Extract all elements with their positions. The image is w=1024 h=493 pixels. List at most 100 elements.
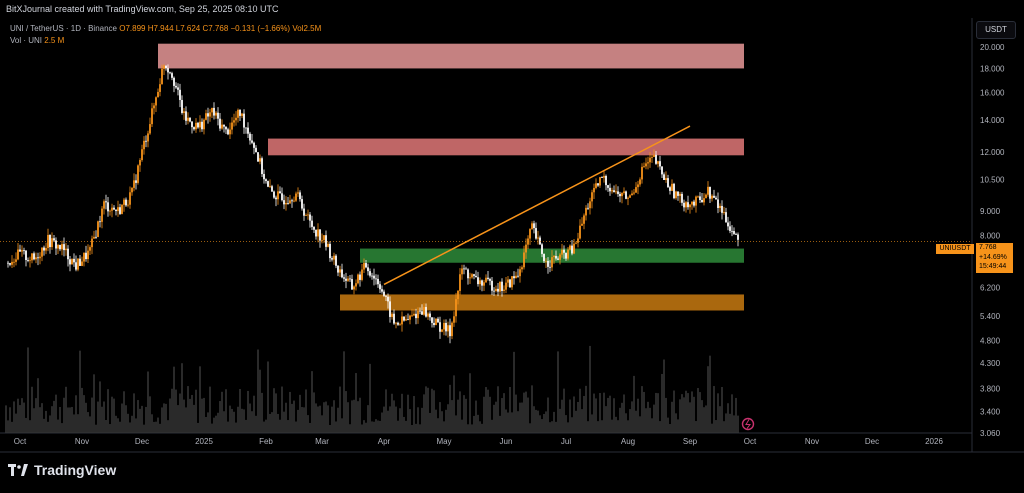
- volume-label[interactable]: Vol · UNI: [10, 36, 43, 45]
- candle-body: [157, 91, 159, 98]
- candle-body: [503, 289, 505, 291]
- candle-body: [713, 195, 715, 198]
- candle-body: [487, 277, 489, 279]
- resistance-zone-middle[interactable]: [268, 138, 744, 156]
- candle-body: [177, 87, 179, 90]
- symbol-name[interactable]: UNI / TetherUS · 1D · Binance: [10, 24, 118, 33]
- brand-name[interactable]: TradingView: [34, 462, 117, 478]
- candle-body: [377, 278, 379, 285]
- volume-bar: [71, 406, 73, 433]
- candle-body: [383, 291, 385, 296]
- candle-body: [99, 221, 101, 223]
- candle-body: [63, 244, 65, 251]
- volume-bar: [677, 419, 679, 433]
- volume-bar: [365, 422, 367, 433]
- candle-body: [683, 202, 685, 208]
- volume-bar: [625, 413, 627, 433]
- candle-body: [113, 207, 115, 210]
- candle-body: [517, 275, 519, 277]
- candle-body: [311, 220, 313, 227]
- candle-body: [367, 267, 369, 272]
- volume-bar: [463, 395, 465, 433]
- volume-bar: [301, 407, 303, 433]
- legend-close: C7.768: [202, 24, 229, 33]
- candle-body: [223, 124, 225, 127]
- volume-bar: [45, 410, 47, 433]
- candle-body: [11, 261, 13, 265]
- volume-bar: [525, 391, 527, 433]
- candle-body: [295, 193, 297, 201]
- last-price-label: UNIUSDT 7.768 +14.69% 15:49:44: [936, 243, 1016, 273]
- volume-bar: [167, 420, 169, 433]
- candle-body: [559, 254, 561, 260]
- candle-body: [447, 325, 449, 332]
- volume-bar: [93, 374, 95, 433]
- candle-body: [697, 196, 699, 198]
- volume-bar: [213, 417, 215, 433]
- candle-body: [55, 240, 57, 249]
- candle-body: [155, 97, 157, 106]
- volume-bar: [507, 412, 509, 433]
- currency-badge[interactable]: USDT: [976, 21, 1016, 39]
- legend-volume-inline: Vol2.5M: [292, 24, 322, 33]
- volume-bar: [177, 405, 179, 433]
- candle-body: [659, 161, 661, 167]
- volume-bar: [651, 418, 653, 433]
- volume-bar: [9, 407, 11, 433]
- candle-body: [363, 263, 365, 270]
- volume-bar: [513, 351, 515, 433]
- volume-bar: [49, 415, 51, 433]
- volume-bar: [427, 387, 429, 433]
- volume-bar: [113, 398, 115, 433]
- volume-bar: [435, 409, 437, 433]
- volume-bar: [555, 421, 557, 433]
- volume-bar: [615, 416, 617, 433]
- candle-body: [491, 280, 493, 291]
- candle-body: [673, 183, 675, 199]
- volume-bar: [5, 405, 7, 433]
- volume-bar: [279, 419, 281, 433]
- candle-body: [193, 127, 195, 130]
- volume-bar: [737, 415, 739, 433]
- candle-body: [327, 243, 329, 247]
- candle-body: [319, 229, 321, 241]
- candle-body: [727, 222, 729, 227]
- volume-bar: [277, 413, 279, 433]
- volume-bar: [563, 388, 565, 433]
- volume-bar: [707, 366, 709, 433]
- event-marker-icon[interactable]: [741, 417, 755, 431]
- volume-bar: [659, 421, 661, 433]
- resistance-zone-upper[interactable]: [158, 43, 744, 69]
- volume-bar: [585, 385, 587, 433]
- attribution-text: BitXJournal created with TradingView.com…: [6, 4, 279, 14]
- volume-bar: [423, 394, 425, 433]
- candle-body: [181, 99, 183, 113]
- volume-bar: [129, 422, 131, 433]
- candle-body: [537, 237, 539, 239]
- ascending-trendline[interactable]: [383, 125, 691, 286]
- volume-bar: [531, 385, 533, 433]
- candle-body: [623, 191, 625, 193]
- support-zone-orange[interactable]: [340, 294, 744, 311]
- candle-body: [41, 247, 43, 257]
- candle-body: [613, 190, 615, 193]
- candle-body: [203, 119, 205, 130]
- candle-body: [669, 187, 671, 191]
- volume-bar: [567, 422, 569, 433]
- candle-body: [59, 244, 61, 250]
- volume-bar: [327, 405, 329, 433]
- volume-bar: [209, 386, 211, 433]
- brand-footer: TradingView: [8, 462, 116, 478]
- volume-bar: [11, 421, 13, 433]
- candle-body: [707, 186, 709, 195]
- volume-bar: [147, 371, 149, 433]
- candle-body: [627, 197, 629, 199]
- volume-bar: [705, 405, 707, 433]
- volume-bar: [317, 406, 319, 433]
- volume-bar: [497, 386, 499, 433]
- candle-body: [289, 200, 291, 204]
- volume-bar: [401, 393, 403, 433]
- candle-body: [245, 127, 247, 129]
- y-tick-label: 10.500: [980, 175, 1005, 184]
